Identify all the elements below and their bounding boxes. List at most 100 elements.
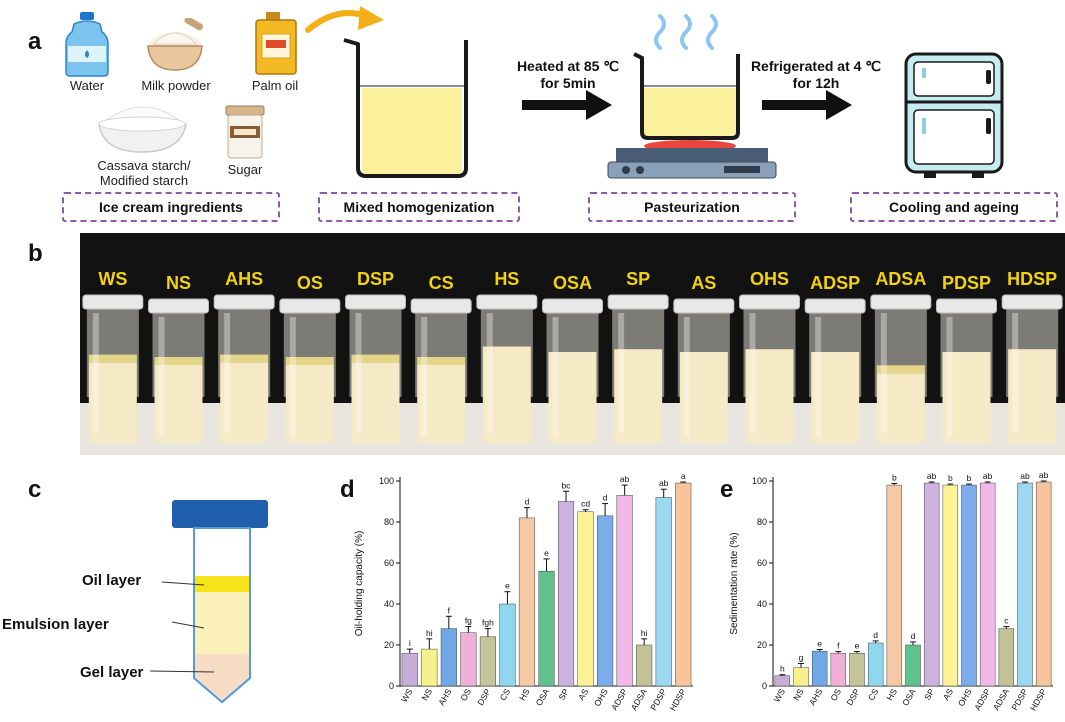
photo-tubes (80, 233, 1065, 455)
sample-tube (410, 298, 472, 443)
significance-letter: e (855, 641, 860, 651)
water-bottle-icon (65, 12, 109, 77)
x-tick-label: PDSP (1009, 687, 1029, 712)
x-tick-label: DSP (475, 687, 493, 707)
bar (979, 482, 996, 687)
sample-caption: OS (296, 273, 323, 293)
sample-caption: SP (626, 269, 651, 289)
sample-tube (739, 294, 800, 443)
step-box-ingredients: Ice cream ingredients (62, 192, 280, 222)
process-arrow-2 (762, 90, 852, 120)
x-tick-label: HS (884, 687, 899, 703)
panel-label-c: c (28, 476, 42, 503)
hotplate-beaker-icon (607, 52, 777, 179)
sample-caption: AHS (225, 269, 264, 289)
bar (655, 497, 672, 687)
starch-bowl-icon (98, 106, 187, 153)
starch-label-line1: Cassava starch/ (97, 158, 191, 173)
y-tick-label: 100 (379, 476, 394, 486)
bar (518, 517, 536, 687)
significance-letter: a (681, 471, 686, 481)
panel-label-a: a (28, 28, 42, 55)
bar (867, 642, 884, 687)
emulsion-layer-label: Emulsion layer (2, 616, 109, 633)
sample-tube (870, 294, 932, 443)
x-tick-label: AHS (436, 687, 454, 707)
bar (942, 484, 959, 687)
x-tick-label: HDSP (1028, 687, 1049, 713)
sample-caption: ADSP (810, 273, 861, 293)
y-tick-label: 40 (757, 599, 767, 609)
x-tick-label: SP (922, 687, 936, 702)
sample-tube (607, 294, 669, 443)
sugar-label: Sugar (227, 162, 263, 177)
fridge-condition: Refrigerated at 4 ℃ for 12h (736, 58, 896, 92)
x-tick-label: ADSP (972, 687, 992, 712)
bar (460, 632, 477, 687)
x-tick-label: OS (828, 687, 843, 703)
oil-layer-band (195, 576, 249, 592)
sample-caption: OHS (749, 269, 789, 289)
x-tick-label: OSA (534, 687, 552, 708)
x-tick-label: AHS (807, 687, 825, 707)
bar (499, 603, 516, 687)
panel-label-b: b (28, 240, 43, 267)
x-tick-label: CS (866, 687, 881, 703)
heat-line2: for 5min (540, 75, 596, 91)
bar (1017, 482, 1033, 687)
curved-arrow-icon (305, 6, 384, 33)
bar (557, 501, 575, 687)
x-tick-label: HS (517, 687, 532, 703)
sample-tube (82, 294, 144, 443)
heat-condition: Heated at 85 ℃ for 5min (498, 58, 638, 92)
y-tick-label: 0 (389, 681, 394, 691)
sample-caption: HDSP (1007, 269, 1058, 289)
significance-letter: d (911, 631, 916, 641)
fridge-line2: for 12h (792, 75, 840, 91)
significance-letter: c (1004, 616, 1009, 626)
gel-layer-label: Gel layer (80, 664, 144, 681)
significance-letter: e (817, 639, 822, 649)
y-tick-label: 20 (384, 640, 394, 650)
y-axis-label: Sedimentation rate (%) (729, 532, 740, 634)
significance-letter: b (967, 473, 972, 483)
significance-letter: d (525, 497, 530, 507)
bar (479, 636, 496, 687)
sample-caption: CS (428, 273, 454, 293)
x-tick-label: CS (498, 687, 513, 703)
x-tick-label: PDSP (648, 687, 668, 712)
sample-tube (345, 294, 406, 443)
sample-caption: DSP (356, 269, 394, 289)
significance-letter: i (409, 638, 411, 648)
y-tick-label: 80 (384, 517, 394, 527)
x-tick-label: ADSA (991, 687, 1011, 712)
significance-letter: ab (983, 471, 993, 481)
sample-caption: NS (165, 273, 191, 293)
x-tick-label: AS (576, 687, 590, 702)
bar (421, 648, 438, 687)
x-tick-label: NS (791, 687, 806, 703)
sample-caption: WS (98, 269, 128, 289)
significance-letter: b (892, 472, 897, 482)
significance-letter: cd (581, 499, 590, 509)
fridge-line1: Refrigerated at 4 ℃ (750, 58, 882, 74)
sample-photo: WS NS AHS OS DSP CS HS OSA SP AS OHS ADSP ADSA PDSP HD… (80, 233, 1065, 455)
significance-letter: bc (562, 480, 572, 490)
significance-letter: d (603, 493, 608, 503)
steam-icon (654, 14, 718, 50)
refrigerator-icon (904, 52, 1004, 178)
significance-letter: d (873, 630, 878, 640)
starch-label-line2: Modified starch (99, 173, 189, 188)
bar (923, 482, 940, 687)
sample-tube (213, 294, 275, 443)
oil-holding-chart: Oil-holding capacity (%) 0 20 40 60 80 100 i WS h… (354, 471, 693, 712)
bar (636, 644, 653, 687)
bar (675, 482, 692, 687)
x-tick-label: DSP (844, 687, 862, 707)
x-tick-label: ADSP (609, 687, 629, 712)
oil-layer-label: Oil layer (82, 572, 142, 589)
beaker-icon (343, 38, 468, 178)
sample-caption: HS (494, 269, 520, 289)
emulsion-layer-band (195, 592, 249, 654)
bar (793, 667, 809, 687)
